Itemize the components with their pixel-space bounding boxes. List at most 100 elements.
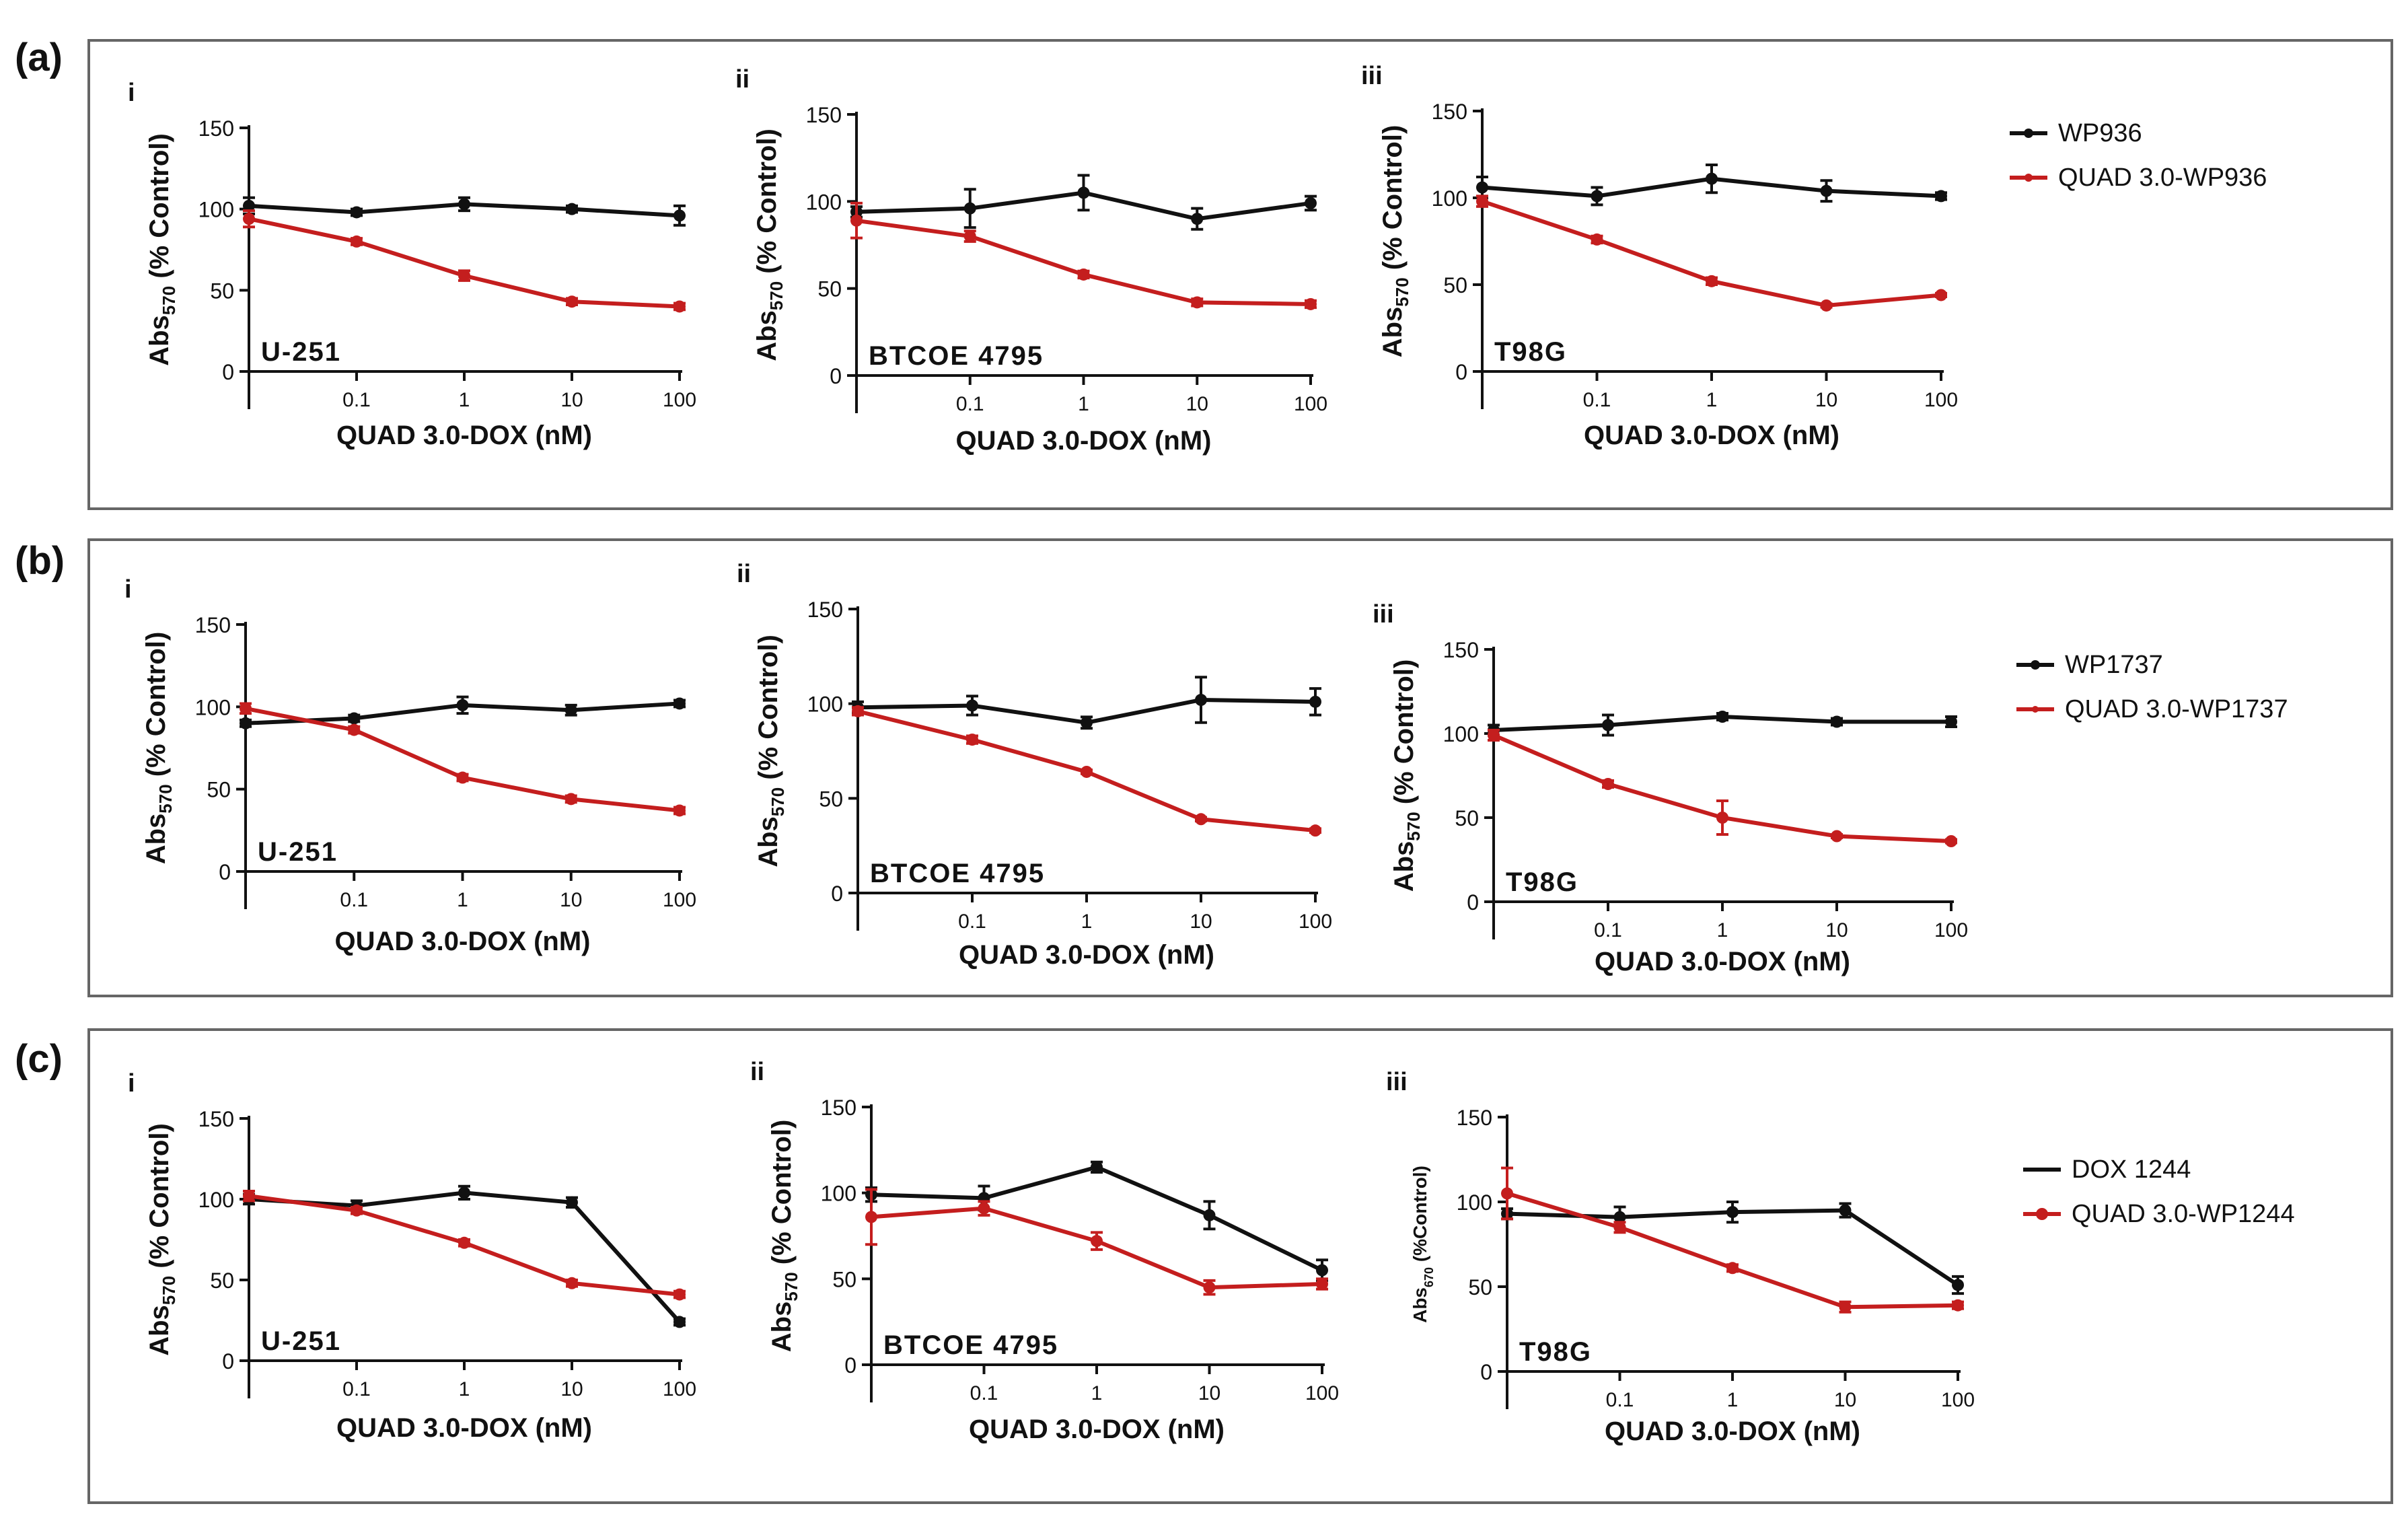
series-0	[243, 196, 686, 227]
legend-label: WP936	[2058, 118, 2142, 147]
subplot-b-i: i 0 50 100 150 0.1 1 10 100 QUAD 3.0-DOX (nM) Abs5…	[124, 575, 696, 956]
y-tick-label: 100	[1457, 1190, 1492, 1215]
x-tick-label: 1	[459, 389, 470, 411]
data-point	[1316, 1277, 1328, 1290]
data-point	[673, 1288, 686, 1301]
legend-label: WP1737	[2065, 650, 2163, 679]
y-axis-title-main: Abs	[141, 814, 171, 865]
y-tick-label: 50	[817, 277, 842, 301]
y-axis-title-sub: 570	[155, 784, 176, 813]
cell-line-label: BTCOE 4795	[883, 1330, 1058, 1360]
data-point	[1309, 824, 1321, 837]
y-tick-label: 50	[1468, 1275, 1492, 1299]
x-tick-label: 100	[663, 389, 696, 411]
series-line	[856, 218, 1311, 306]
data-point	[673, 1316, 686, 1328]
series-1	[243, 209, 686, 313]
legend-c: DOX 1244 QUAD 3.0-WP1244	[2022, 1147, 2295, 1236]
x-tick-label: 0.1	[1594, 919, 1622, 941]
y-axis-title-sub: 570	[1403, 812, 1424, 841]
series-1	[240, 702, 686, 817]
legend-swatch-icon	[2023, 1168, 2061, 1172]
x-tick-label: 10	[560, 889, 582, 911]
x-tick-label: 100	[1924, 389, 1958, 411]
data-point	[966, 699, 978, 712]
y-tick-label: 0	[222, 1349, 234, 1373]
x-axis-title: QUAD 3.0-DOX (nM)	[336, 1413, 592, 1443]
series-1	[1501, 1166, 1964, 1314]
data-point	[1591, 233, 1603, 246]
legend-label: DOX 1244	[2072, 1155, 2191, 1184]
data-point	[1716, 711, 1728, 723]
series-0	[850, 174, 1317, 231]
data-point	[1820, 299, 1833, 312]
subpanel-label: i	[128, 79, 135, 107]
x-tick-label: 1	[1078, 393, 1089, 415]
x-tick-label: 10	[1815, 389, 1837, 411]
y-axis-title-main: Abs	[1410, 1287, 1430, 1323]
x-tick-label: 100	[663, 1378, 696, 1400]
x-tick-label: 1	[1727, 1389, 1739, 1411]
data-point	[1591, 190, 1603, 203]
legend-swatch-icon	[2010, 174, 2047, 182]
y-tick-label: 0	[1455, 360, 1467, 384]
data-point	[1309, 695, 1321, 708]
series-1	[852, 705, 1321, 837]
panel-label-b: (b)	[15, 539, 65, 583]
x-tick-label: 1	[1717, 919, 1728, 941]
y-tick-label: 50	[207, 778, 231, 802]
y-axis-title: Abs570 (% Control)	[145, 133, 179, 366]
data-point	[240, 702, 252, 715]
x-tick-label: 100	[1294, 393, 1327, 415]
cell-line-label: U-251	[261, 337, 341, 367]
x-tick-label: 10	[1190, 911, 1212, 933]
x-tick-label: 100	[1941, 1389, 1975, 1411]
y-axis-title-rest: (% Control)	[1389, 659, 1419, 812]
x-tick-label: 0.1	[342, 389, 371, 411]
y-tick-label: 150	[198, 1107, 234, 1131]
y-axis-title: Abs570 (% Control)	[754, 635, 788, 867]
legend-swatch-icon	[2016, 706, 2054, 713]
data-point	[351, 235, 363, 248]
x-tick-label: 10	[1198, 1382, 1220, 1404]
data-point	[1831, 715, 1843, 728]
legend-b: WP1737 QUAD 3.0-WP1737	[2015, 643, 2288, 731]
y-tick-label: 0	[844, 1353, 856, 1378]
x-axis-title: QUAD 3.0-DOX (nM)	[336, 421, 592, 450]
x-tick-label: 0.1	[956, 393, 984, 415]
cell-line-label: T98G	[1519, 1337, 1592, 1367]
data-point	[564, 704, 577, 717]
x-tick-label: 0.1	[342, 1378, 371, 1400]
y-tick-label: 50	[819, 787, 843, 811]
legend-item-1: QUAD 3.0-WP936	[2008, 155, 2267, 200]
y-axis-title: Abs570 (% Control)	[141, 632, 176, 865]
data-point	[458, 198, 470, 211]
cell-line-label: T98G	[1494, 337, 1567, 367]
data-point	[1091, 1235, 1103, 1248]
x-tick-label: 0.1	[340, 889, 368, 911]
legend-a: WP936 QUAD 3.0-WP936	[2008, 111, 2267, 200]
y-axis-title-sub: 570	[1392, 277, 1412, 306]
data-point	[1488, 729, 1500, 742]
data-point	[1945, 835, 1957, 847]
data-point	[963, 230, 976, 243]
x-tick-label: 0.1	[970, 1382, 998, 1404]
data-point	[1820, 184, 1833, 197]
data-point	[1077, 186, 1090, 199]
data-point	[673, 697, 686, 710]
y-tick-label: 0	[1480, 1360, 1492, 1384]
x-tick-label: 1	[457, 889, 468, 911]
data-point	[1935, 190, 1947, 203]
y-axis-title-rest: (% Control)	[145, 133, 174, 286]
series-line	[1482, 199, 1942, 308]
y-axis-title-main: Abs	[1378, 307, 1408, 358]
subpanel-label: i	[128, 1069, 135, 1098]
data-point	[1476, 181, 1488, 194]
series-0	[243, 1184, 686, 1328]
x-tick-label: 10	[560, 389, 583, 411]
subpanel-label: ii	[735, 65, 750, 94]
series-0	[865, 1160, 1328, 1282]
y-tick-label: 100	[807, 692, 843, 717]
y-axis-title-rest: (% Control)	[754, 635, 783, 787]
